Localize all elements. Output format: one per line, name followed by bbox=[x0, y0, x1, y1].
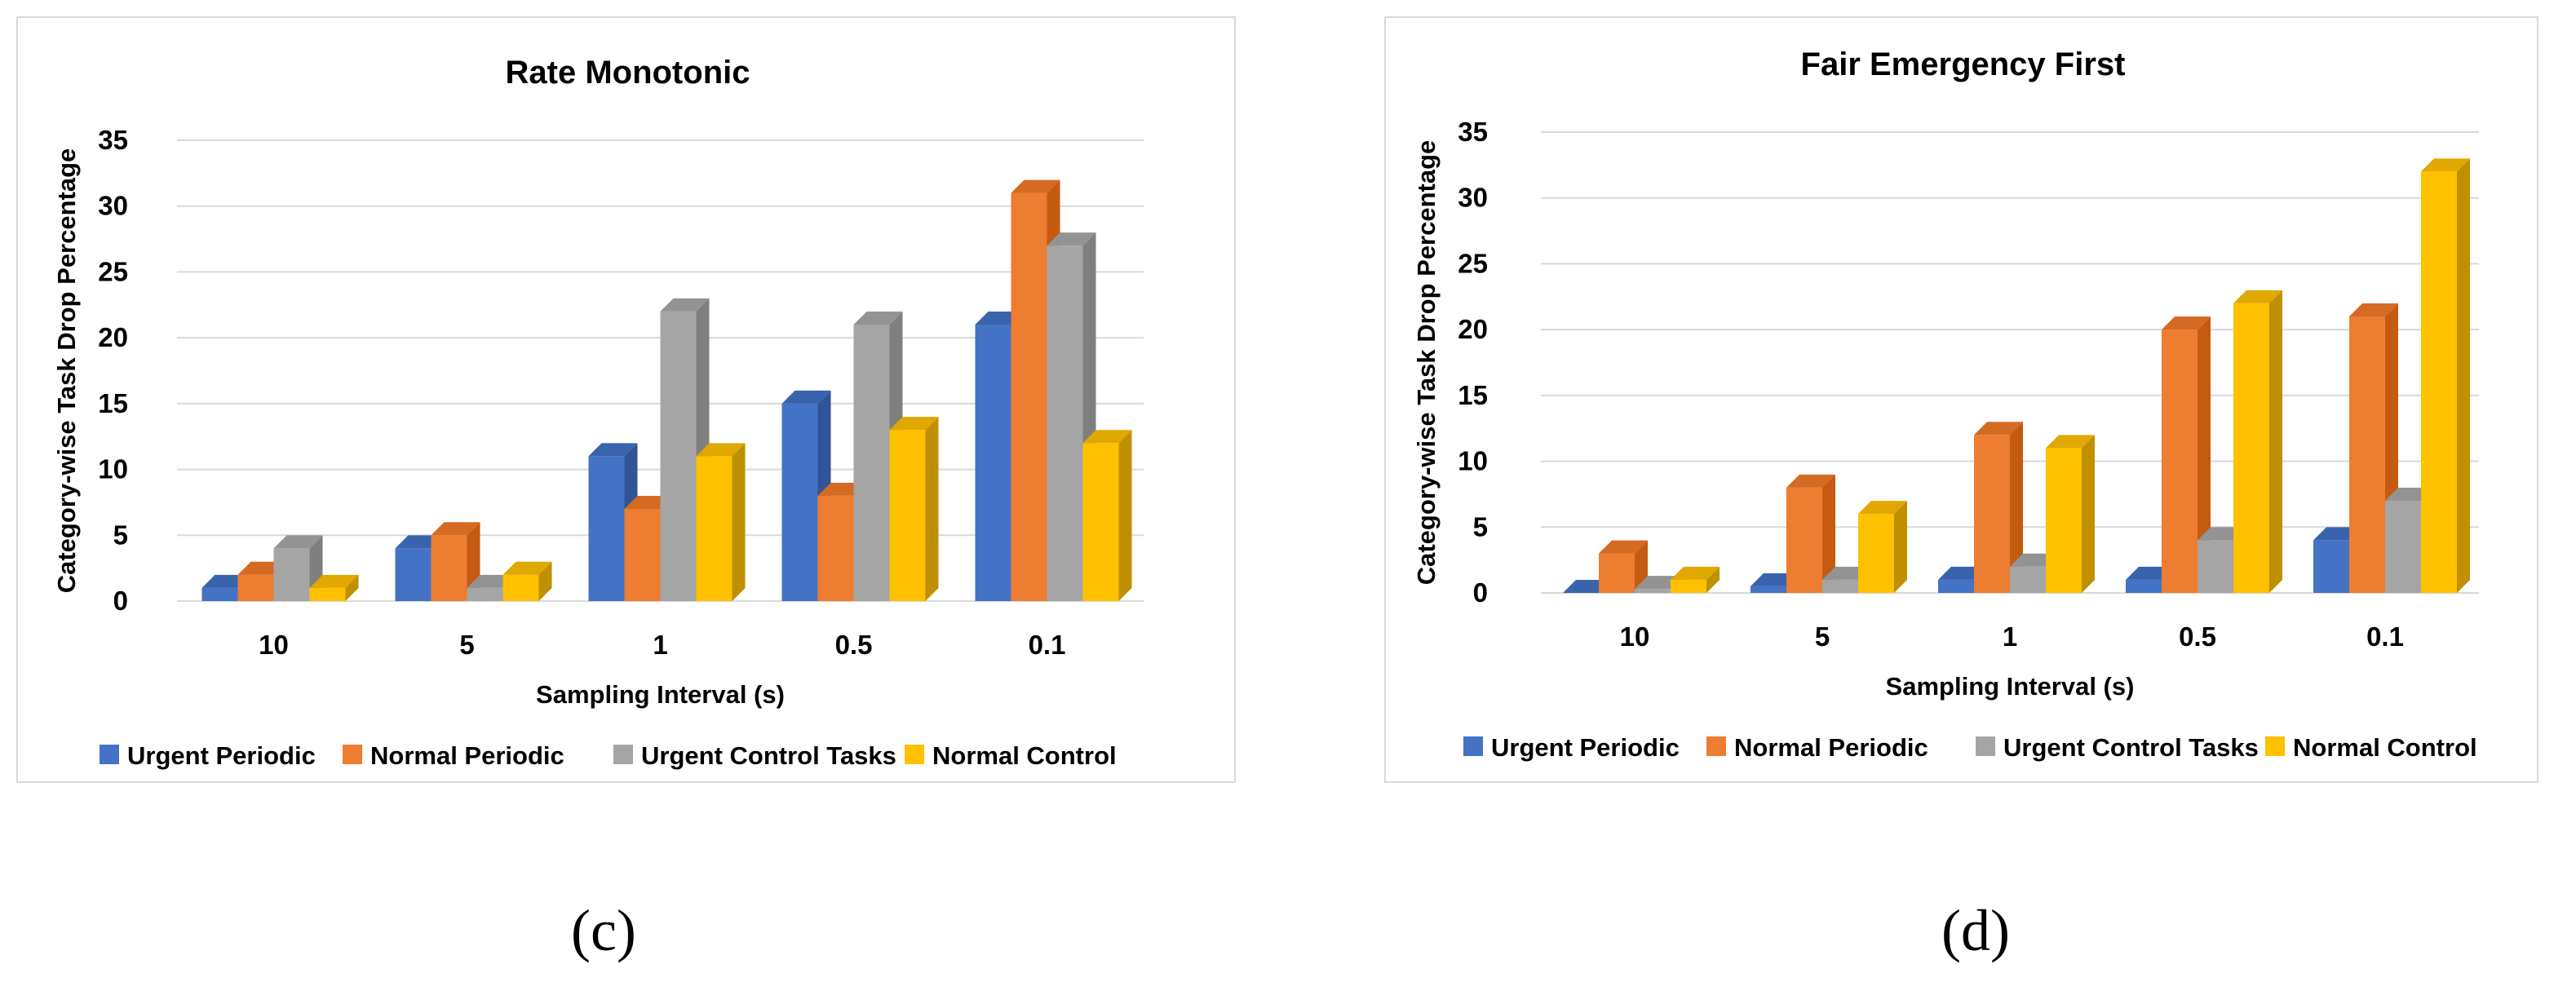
chart-d-x-tick-0-5: 0.5 bbox=[2179, 621, 2216, 652]
chart-d-y-tick-0: 0 bbox=[1473, 577, 1488, 608]
chart-c-y-tick-30: 30 bbox=[98, 191, 128, 221]
chart-d-legend-swatch-normal-periodic bbox=[1706, 736, 1726, 756]
chart-c-bar-normal-control-1 bbox=[696, 443, 746, 601]
chart-d-bar-normal-control-0-1 bbox=[2421, 158, 2470, 593]
chart-c-legend-swatch-urgent-periodic bbox=[100, 745, 119, 764]
chart-c-legend-swatch-normal-periodic bbox=[343, 745, 362, 764]
chart-c-title: Rate Monotonic bbox=[506, 55, 750, 91]
chart-rate-monotonic: Rate Monotonic 0 5 10 15 20 25 30 35 10 5 1 0.5 0.1 Sa… bbox=[52, 55, 1144, 770]
chart-d-legend-urgent-periodic: Urgent Periodic bbox=[1463, 733, 1680, 762]
chart-d-y-tick-35: 35 bbox=[1458, 117, 1488, 147]
chart-c-legend-normal-periodic: Normal Periodic bbox=[343, 741, 564, 770]
chart-c-legend-urgent-periodic: Urgent Periodic bbox=[100, 741, 316, 770]
chart-c-x-tick-0-1: 0.1 bbox=[1029, 630, 1066, 660]
chart-c-y-tick-5: 5 bbox=[113, 520, 128, 550]
chart-d-bar-normal-control-0-5 bbox=[2233, 290, 2282, 593]
chart-c-legend-swatch-urgent-control-tasks bbox=[613, 745, 633, 764]
chart-d-x-axis-title: Sampling Interval (s) bbox=[1886, 672, 2135, 701]
chart-c-x-tick-10: 10 bbox=[259, 630, 289, 660]
chart-d-y-tick-25: 25 bbox=[1458, 248, 1488, 278]
chart-d-title: Fair Emergency First bbox=[1801, 46, 2126, 82]
chart-d-legend-normal-periodic: Normal Periodic bbox=[1706, 733, 1928, 762]
chart-fair-emergency-first: Fair Emergency First 0 5 10 15 20 25 30 35 10 5 1 0.… bbox=[1412, 46, 2479, 762]
chart-d-y-tick-5: 5 bbox=[1473, 511, 1488, 542]
chart-c-y-tick-0: 0 bbox=[113, 586, 128, 616]
chart-c-x-tick-1: 1 bbox=[653, 630, 667, 660]
chart-d-bar-normal-control-10 bbox=[1671, 566, 1720, 593]
chart-d-y-tick-10: 10 bbox=[1458, 446, 1488, 476]
chart-c-bar-urgent-control-tasks-0-1 bbox=[1047, 232, 1096, 601]
chart-c-legend-label-urgent-periodic: Urgent Periodic bbox=[127, 741, 316, 770]
chart-d-bar-normal-control-1 bbox=[2046, 435, 2095, 593]
caption-d: (d) bbox=[1941, 898, 2010, 963]
chart-c-legend-label-urgent-control-tasks: Urgent Control Tasks bbox=[641, 741, 896, 770]
chart-d-bar-normal-periodic-0-5 bbox=[2162, 316, 2211, 593]
chart-c-bar-normal-control-5 bbox=[502, 561, 552, 601]
chart-d-legend-label-urgent-control-tasks: Urgent Control Tasks bbox=[2003, 733, 2259, 762]
chart-d-x-tick-1: 1 bbox=[2003, 621, 2017, 652]
chart-d-bar-normal-periodic-1 bbox=[1974, 422, 2023, 593]
chart-c-y-tick-20: 20 bbox=[98, 322, 128, 352]
chart-c-legend-normal-control: Normal Control bbox=[905, 741, 1117, 770]
chart-c-y-tick-10: 10 bbox=[98, 454, 128, 484]
chart-d-bar-urgent-control-tasks-0-5 bbox=[2198, 527, 2246, 593]
chart-c-x-tick-0-5: 0.5 bbox=[835, 630, 873, 660]
chart-c-legend-urgent-control-tasks: Urgent Control Tasks bbox=[613, 741, 896, 770]
chart-c-x-tick-5: 5 bbox=[459, 630, 474, 660]
chart-d-x-tick-10: 10 bbox=[1620, 621, 1650, 652]
chart-d-x-tick-0-1: 0.1 bbox=[2366, 621, 2404, 652]
chart-d-legend-urgent-control-tasks: Urgent Control Tasks bbox=[1976, 733, 2259, 762]
chart-d-legend-swatch-normal-control bbox=[2265, 736, 2285, 756]
chart-c-bar-normal-control-0-1 bbox=[1082, 430, 1132, 601]
chart-c-legend-label-normal-periodic: Normal Periodic bbox=[370, 741, 564, 770]
caption-c: (c) bbox=[571, 898, 636, 963]
chart-d-legend-label-normal-control: Normal Control bbox=[2293, 733, 2477, 762]
chart-d-y-tick-20: 20 bbox=[1458, 314, 1488, 344]
chart-d-x-tick-5: 5 bbox=[1815, 621, 1830, 652]
chart-panel-fair-emergency-first: Fair Emergency First 0 5 10 15 20 25 30 35 10 5 1 0.… bbox=[1384, 16, 2538, 783]
chart-d-y-tick-15: 15 bbox=[1458, 380, 1488, 410]
chart-c-y-tick-15: 15 bbox=[98, 388, 128, 418]
chart-d-y-axis-title: Category-wise Task Drop Percentage bbox=[1412, 140, 1441, 586]
chart-d-legend-normal-control: Normal Control bbox=[2265, 733, 2477, 762]
chart-c-y-tick-35: 35 bbox=[98, 125, 128, 155]
chart-d-bar-normal-periodic-0-1 bbox=[2349, 303, 2398, 593]
chart-d-bar-normal-control-5 bbox=[1858, 501, 1907, 593]
chart-d-legend-label-normal-periodic: Normal Periodic bbox=[1734, 733, 1928, 762]
chart-c-bar-normal-control-0-5 bbox=[889, 417, 939, 601]
chart-d-bar-normal-periodic-5 bbox=[1786, 474, 1835, 593]
chart-c-legend-swatch-normal-control bbox=[905, 745, 924, 764]
chart-d-legend-swatch-urgent-periodic bbox=[1463, 736, 1483, 756]
chart-d-y-tick-30: 30 bbox=[1458, 183, 1488, 213]
chart-c-x-axis-title: Sampling Interval (s) bbox=[536, 680, 785, 709]
chart-c-legend-label-normal-control: Normal Control bbox=[932, 741, 1117, 770]
chart-c-bar-normal-control-10 bbox=[309, 574, 359, 601]
chart-c-y-axis-title: Category-wise Task Drop Percentage bbox=[52, 148, 81, 594]
chart-panel-rate-monotonic: Rate Monotonic 0 5 10 15 20 25 30 35 10 5 1 0.5 0.1 Sa… bbox=[16, 16, 1236, 783]
chart-d-legend-label-urgent-periodic: Urgent Periodic bbox=[1491, 733, 1680, 762]
chart-d-bar-normal-periodic-10 bbox=[1599, 540, 1648, 593]
chart-d-legend-swatch-urgent-control-tasks bbox=[1976, 736, 1995, 756]
chart-c-y-tick-25: 25 bbox=[98, 256, 128, 286]
